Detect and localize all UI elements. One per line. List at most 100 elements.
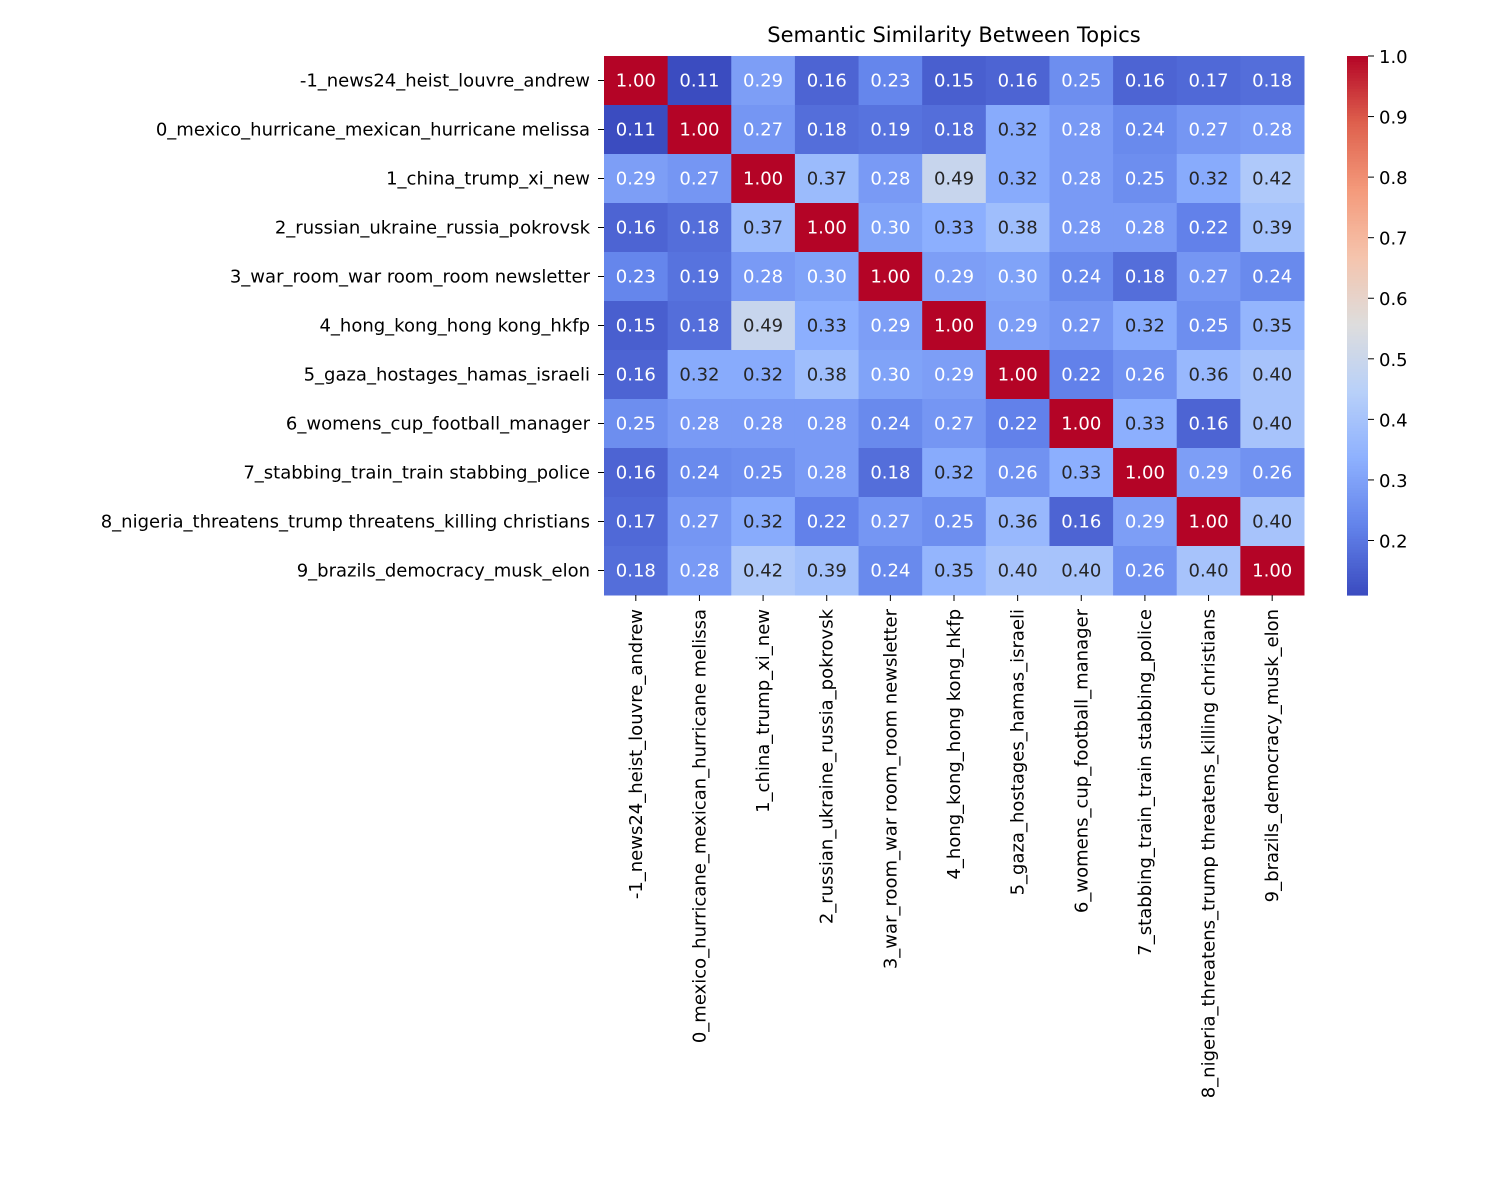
cell-value-label: 0.25: [1061, 71, 1101, 92]
heatmap-cell: [731, 301, 796, 351]
colorbar-segment: [1347, 268, 1368, 273]
heatmap-cell: [1113, 350, 1178, 400]
colorbar-tick-label: 0.4: [1379, 410, 1408, 431]
colorbar-segment: [1347, 193, 1368, 197]
heatmap-cell: [1049, 497, 1114, 547]
colorbar-segment: [1347, 516, 1368, 521]
colorbar-segment: [1347, 139, 1368, 143]
colorbar-segment: [1347, 220, 1368, 224]
cell-value-label: 0.35: [934, 561, 974, 582]
heatmap-cell: [1176, 154, 1241, 204]
colorbar-segment: [1347, 368, 1368, 372]
cell-value-label: 0.42: [1252, 169, 1292, 190]
cell-value-label: 0.16: [807, 71, 847, 92]
colorbar-segment: [1347, 231, 1368, 235]
heatmap-cell: [731, 203, 796, 253]
x-tick-label: 6_womens_cup_football_manager: [1071, 608, 1092, 913]
colorbar-segment: [1347, 479, 1368, 483]
colorbar-segment: [1347, 298, 1368, 302]
colorbar-segment: [1347, 527, 1368, 531]
cell-value-label: 0.27: [934, 414, 974, 435]
heatmap-cell: [985, 497, 1050, 547]
heatmap-cell: [1049, 105, 1114, 155]
colorbar-segment: [1347, 554, 1368, 558]
colorbar-segment: [1347, 101, 1368, 106]
heatmap-cell: [858, 546, 923, 596]
colorbar-segment: [1347, 317, 1368, 321]
heatmap-cell: [604, 497, 669, 547]
colorbar-segment: [1347, 206, 1368, 211]
colorbar-segment: [1347, 252, 1368, 257]
cell-value-label: 0.28: [1252, 120, 1292, 141]
heatmap-cell: [985, 448, 1050, 498]
heatmap-cell: [604, 203, 669, 253]
heatmap-cell: [794, 252, 860, 302]
heatmap-cell: [794, 497, 860, 547]
heatmap-cell: [922, 154, 987, 204]
heatmap-cell: [1240, 252, 1305, 302]
heatmap-cell: [1049, 448, 1114, 498]
colorbar-segment: [1347, 390, 1368, 394]
heatmap-cell: [604, 350, 669, 400]
chart-title: Semantic Similarity Between Topics: [767, 23, 1140, 47]
cell-value-label: 0.16: [616, 463, 656, 484]
colorbar-segment: [1347, 115, 1368, 119]
colorbar-segment: [1347, 462, 1368, 467]
colorbar-segment: [1347, 126, 1368, 130]
cell-value-label: 1.00: [1125, 463, 1165, 484]
heatmap-cell: [1240, 56, 1305, 106]
colorbar-segment: [1347, 551, 1368, 556]
heatmap-cell: [922, 105, 987, 155]
colorbar-segment: [1347, 562, 1368, 566]
colorbar-segment: [1347, 495, 1368, 499]
colorbar-segment: [1347, 522, 1368, 526]
cell-value-label: 0.30: [870, 365, 910, 386]
colorbar-segment: [1347, 349, 1368, 354]
cell-value-label: 0.16: [616, 365, 656, 386]
heatmap-cell: [922, 399, 987, 449]
x-tick-label: 4_hong_kong_hong kong_hkfp: [944, 609, 965, 880]
colorbar-segment: [1347, 107, 1368, 111]
colorbar-segment: [1347, 120, 1368, 124]
cell-value-label: 0.27: [743, 120, 783, 141]
cell-value-label: 1.00: [870, 267, 910, 288]
colorbar-segment: [1347, 446, 1368, 451]
cell-value-label: 0.28: [807, 463, 847, 484]
heatmap-cell: [1113, 154, 1178, 204]
heatmap-cell: [858, 252, 923, 302]
cell-value-label: 1.00: [1189, 512, 1229, 533]
cell-value-label: 0.24: [1061, 267, 1101, 288]
cell-value-label: 0.11: [679, 71, 719, 92]
cell-value-label: 0.24: [870, 414, 910, 435]
colorbar-segment: [1347, 409, 1368, 413]
cell-value-label: 0.18: [679, 218, 719, 239]
colorbar-segment: [1347, 303, 1368, 308]
cell-value-label: 1.00: [934, 316, 974, 337]
colorbar-segment: [1347, 153, 1368, 157]
colorbar-segment: [1347, 444, 1368, 448]
colorbar-segment: [1347, 454, 1368, 459]
heatmap-cell: [922, 203, 987, 253]
heatmap-cell: [1240, 497, 1305, 547]
colorbar-segment: [1347, 484, 1368, 488]
colorbar-segment: [1347, 239, 1368, 243]
colorbar-segment: [1347, 282, 1368, 286]
heatmap-cell: [667, 497, 732, 547]
cell-value-label: 0.37: [743, 218, 783, 239]
cell-value-label: 0.19: [870, 120, 910, 141]
colorbar-segment: [1347, 452, 1368, 456]
colorbar-segment: [1347, 341, 1368, 345]
cell-value-label: 0.27: [1189, 120, 1229, 141]
colorbar-segment: [1347, 570, 1368, 575]
heatmap-cell: [667, 154, 732, 204]
heatmap-cell: [1176, 546, 1241, 596]
cell-value-label: 0.18: [807, 120, 847, 141]
colorbar-segment: [1347, 236, 1368, 240]
colorbar-segment: [1347, 374, 1368, 378]
cell-value-label: 1.00: [1061, 414, 1101, 435]
heatmap-cell: [1176, 497, 1241, 547]
cell-value-label: 0.25: [1125, 169, 1165, 190]
colorbar-segment: [1347, 150, 1368, 154]
heatmap-cell: [731, 56, 796, 106]
heatmap-cell: [667, 56, 732, 106]
